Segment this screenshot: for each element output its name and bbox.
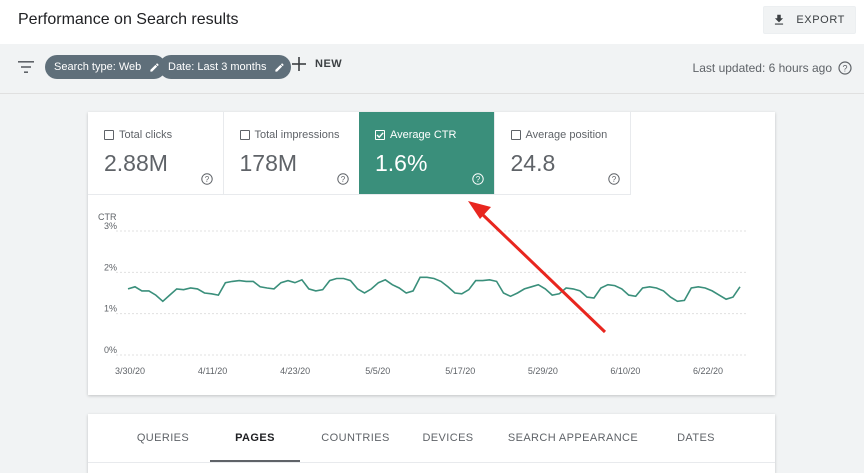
metric-total-impressions[interactable]: Total impressions 178M?: [223, 112, 360, 195]
plus-icon: [292, 57, 306, 71]
metric-total-clicks[interactable]: Total clicks 2.88M?: [88, 112, 224, 195]
checkbox-icon[interactable]: [510, 130, 521, 140]
tab-search-appearance[interactable]: SEARCH APPEARANCE: [507, 432, 639, 444]
page-title: Performance on Search results: [18, 11, 239, 28]
active-tab-indicator: [210, 460, 300, 462]
svg-text:?: ?: [340, 175, 345, 184]
tab-queries[interactable]: QUERIES: [136, 432, 190, 444]
metric-label-text: Total clicks: [119, 129, 173, 141]
checkbox-icon[interactable]: [104, 130, 114, 140]
tab-pages[interactable]: PAGES: [235, 432, 275, 444]
app-header: Performance on Search results EXPORT: [0, 0, 864, 44]
metric-label: Average position: [510, 129, 608, 141]
x-tick-label: 4/11/20: [198, 366, 227, 376]
edit-pencil-icon: [275, 62, 285, 72]
metric-average-position[interactable]: Average position 24.8?: [494, 112, 631, 195]
metric-label: Average CTR: [375, 129, 456, 141]
y-tick-label: 1%: [104, 304, 117, 314]
metric-label-text: Average CTR: [390, 129, 457, 141]
y-tick-label: 0%: [104, 345, 117, 355]
metric-label: Total clicks: [104, 129, 172, 141]
metric-label-text: Total impressions: [254, 129, 340, 141]
y-tick-label: 3%: [104, 221, 117, 231]
tabs-divider: [88, 462, 775, 463]
last-updated: Last updated: 6 hours ago ?: [693, 61, 852, 75]
help-icon[interactable]: ?: [336, 173, 349, 185]
search-type-label: Search type: Web: [54, 61, 142, 73]
search-type-chip[interactable]: Search type: Web: [45, 55, 167, 79]
export-label: EXPORT: [796, 14, 845, 26]
svg-text:?: ?: [476, 175, 481, 184]
x-tick-label: 5/17/20: [445, 366, 475, 376]
x-tick-label: 5/5/20: [365, 366, 390, 376]
x-tick-label: 3/30/20: [115, 366, 145, 376]
tab-devices[interactable]: DEVICES: [422, 432, 474, 444]
metric-value: 178M: [239, 150, 298, 176]
y-axis-label: CTR: [98, 212, 117, 222]
download-icon: [775, 14, 784, 25]
metric-label-text: Average position: [525, 129, 608, 141]
metric-value: 24.8: [510, 150, 556, 176]
metric-value: 2.88M: [104, 150, 168, 176]
svg-text:?: ?: [842, 63, 847, 73]
x-tick-label: 6/22/20: [693, 366, 723, 376]
y-tick-label: 2%: [104, 262, 117, 272]
tab-countries[interactable]: COUNTRIES: [321, 432, 390, 444]
date-range-chip[interactable]: Date: Last 3 months: [159, 55, 292, 79]
performance-card: Total clicks 2.88M? Total impressions 178M?…: [88, 112, 775, 395]
metric-average-ctr[interactable]: Average CTR 1.6%?: [359, 112, 495, 195]
help-icon[interactable]: ?: [838, 61, 852, 75]
edit-pencil-icon: [150, 62, 159, 72]
help-icon[interactable]: ?: [472, 173, 484, 185]
ctr-series-line: [127, 276, 741, 303]
date-range-label: Date: Last 3 months: [168, 61, 267, 73]
filter-bar: Search type: Web Date: Last 3 months NEW…: [0, 44, 864, 94]
metric-label: Total impressions: [239, 129, 340, 141]
new-filter-button[interactable]: NEW: [292, 57, 342, 71]
checkbox-checked-icon[interactable]: [375, 130, 385, 140]
report-tabs: QUERIES PAGES COUNTRIES DEVICES SEARCH APPEA…: [88, 414, 775, 473]
last-updated-text: Last updated: 6 hours ago: [692, 61, 832, 75]
x-tick-label: 6/10/20: [610, 366, 640, 376]
svg-text:?: ?: [205, 175, 210, 184]
help-icon[interactable]: ?: [607, 173, 620, 185]
new-filter-label: NEW: [315, 58, 343, 70]
x-tick-label: 4/23/20: [280, 366, 310, 376]
help-icon[interactable]: ?: [201, 173, 213, 185]
checkbox-icon[interactable]: [239, 130, 250, 140]
export-button[interactable]: EXPORT: [763, 6, 856, 34]
x-tick-label: 5/29/20: [528, 366, 558, 376]
tab-dates[interactable]: DATES: [677, 432, 715, 444]
svg-text:?: ?: [611, 175, 616, 184]
metric-value: 1.6%: [375, 150, 428, 176]
filter-icon[interactable]: [18, 61, 34, 73]
